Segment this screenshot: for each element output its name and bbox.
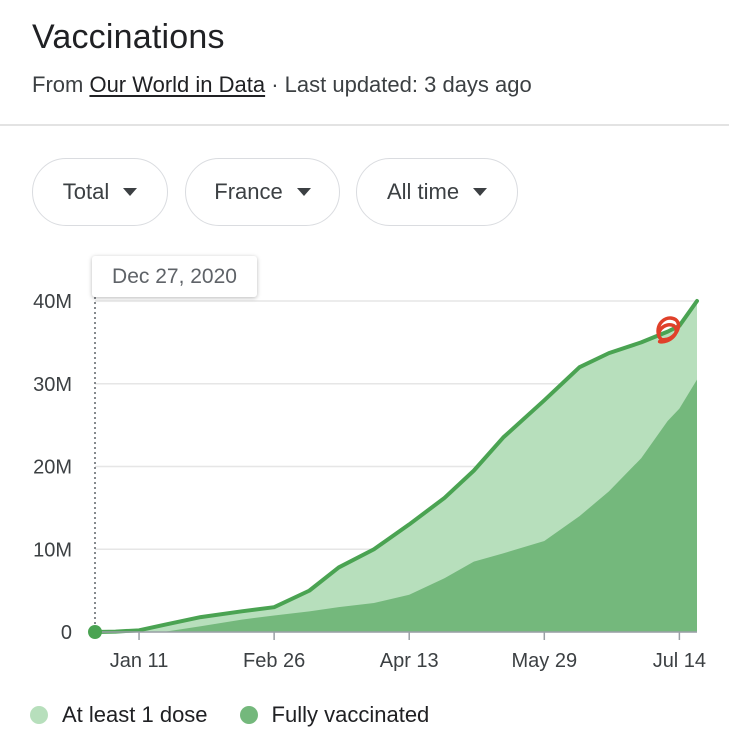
y-tick-label: 40M xyxy=(33,291,72,313)
chart-legend: At least 1 dose Fully vaccinated xyxy=(30,702,461,728)
x-tick-label: Jan 11 xyxy=(110,650,169,672)
legend-item-dose: At least 1 dose xyxy=(30,702,208,728)
caret-down-icon xyxy=(296,188,311,196)
line-at-least-one-dose xyxy=(93,299,699,634)
vaccination-chart[interactable]: 0 10M 20M 30M 40M Jan 11 Feb 26 Apr 13 May 29 Jul… xyxy=(0,250,729,690)
x-tick-label: Jul 14 xyxy=(653,650,706,672)
x-tick-label: May 29 xyxy=(512,650,578,672)
metric-dropdown[interactable]: Total xyxy=(32,158,168,226)
header-divider xyxy=(0,124,729,126)
metric-dropdown-label: Total xyxy=(62,179,110,204)
legend-swatch-light xyxy=(30,706,48,724)
red-scribble-annotation xyxy=(656,316,681,344)
time-range-dropdown[interactable]: All time xyxy=(356,158,518,226)
last-updated: · Last updated: 3 days ago xyxy=(265,72,532,97)
legend-label: At least 1 dose xyxy=(62,702,208,727)
y-tick-label: 30M xyxy=(33,374,72,396)
date-tooltip: Dec 27, 2020 xyxy=(92,256,257,297)
caret-down-icon xyxy=(123,188,138,196)
y-tick-label: 0 xyxy=(61,622,72,644)
x-tick-label: Apr 13 xyxy=(380,650,439,672)
caret-down-icon xyxy=(473,188,488,196)
country-dropdown[interactable]: France xyxy=(185,158,340,226)
legend-label: Fully vaccinated xyxy=(271,702,430,727)
tooltip-date: Dec 27, 2020 xyxy=(112,264,237,288)
source-prefix: From xyxy=(32,72,90,97)
hover-point xyxy=(88,625,102,639)
legend-swatch-dark xyxy=(239,706,258,724)
x-tick-label: Feb 26 xyxy=(243,650,305,672)
page-title: Vaccinations xyxy=(32,18,225,56)
y-tick-label: 10M xyxy=(33,539,72,561)
country-dropdown-label: France xyxy=(214,179,283,204)
area-fully-vaccinated xyxy=(95,379,697,632)
time-range-dropdown-label: All time xyxy=(386,179,460,204)
legend-item-full: Fully vaccinated xyxy=(239,702,430,728)
source-link[interactable]: Our World in Data xyxy=(89,72,266,97)
y-tick-label: 20M xyxy=(33,457,72,479)
source-line: From Our World in Data · Last updated: 3… xyxy=(32,72,532,98)
